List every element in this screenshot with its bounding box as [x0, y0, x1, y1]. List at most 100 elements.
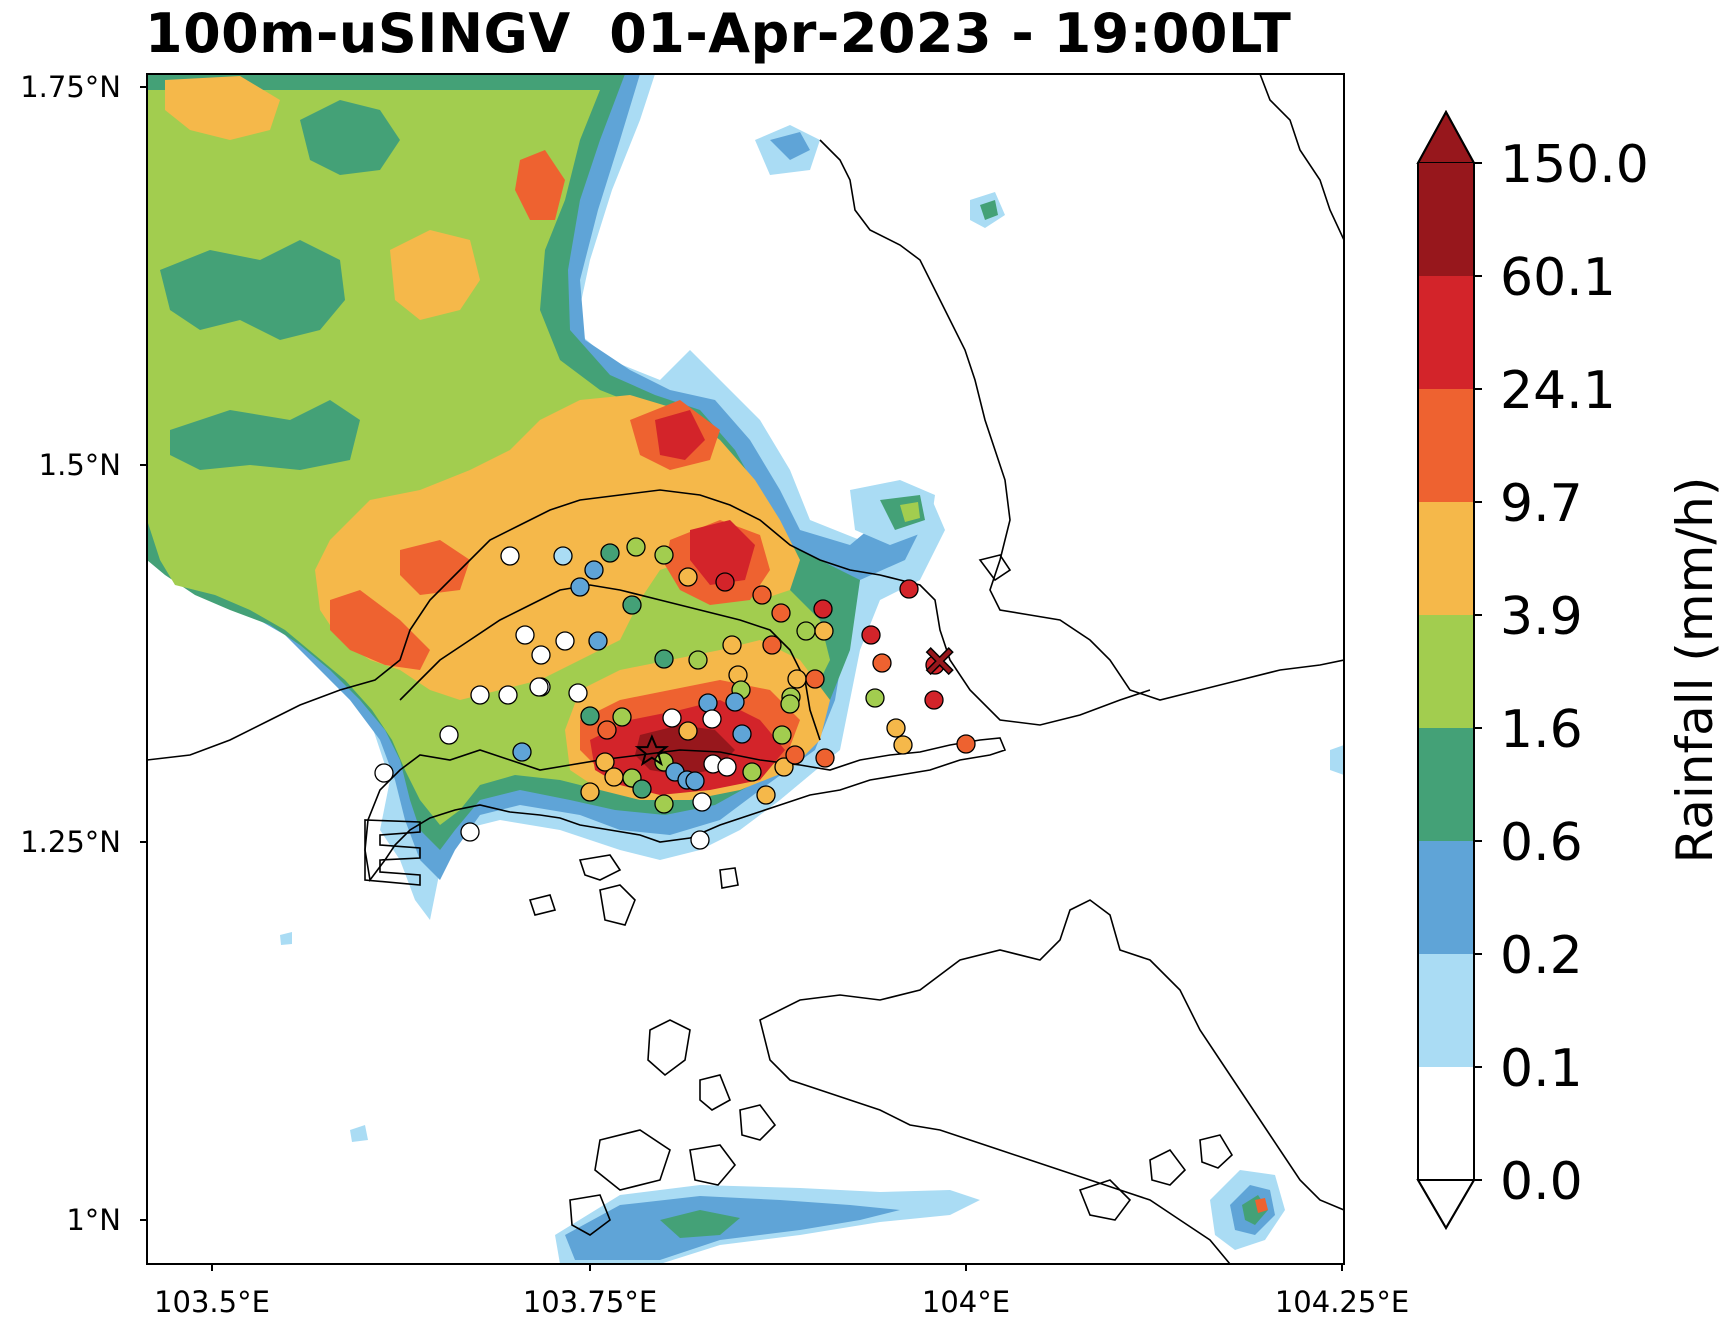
station-marker	[756, 785, 776, 805]
x-tick-label: 104.25°E	[1275, 1285, 1409, 1317]
star-marker	[634, 734, 670, 767]
colorbar-extend-max	[1416, 109, 1476, 164]
station-marker	[654, 794, 674, 814]
station-marker	[600, 543, 620, 563]
islands-south	[578, 854, 622, 881]
station-marker	[725, 692, 745, 712]
singapore-north-coast	[399, 584, 821, 741]
station-marker	[899, 579, 919, 599]
station-marker	[956, 734, 976, 754]
station-marker	[702, 709, 722, 729]
station-marker	[588, 631, 608, 651]
station-marker	[771, 603, 791, 623]
station-marker	[604, 767, 624, 787]
station-marker	[774, 757, 794, 777]
colorbar-segment	[1418, 615, 1474, 728]
rain-cell	[900, 502, 920, 522]
station-marker	[662, 708, 682, 728]
station-marker	[772, 725, 792, 745]
station-marker	[815, 748, 835, 768]
plot-frame	[146, 73, 1345, 1265]
station-marker	[612, 707, 632, 727]
rain-patch	[690, 520, 755, 585]
rain-band-south	[565, 1196, 900, 1260]
riau-islands	[699, 1074, 732, 1111]
colorbar-label: 0.2	[1500, 926, 1583, 986]
x-marker	[925, 647, 954, 676]
station-marker	[732, 724, 752, 744]
colorbar-label: 60.1	[1500, 248, 1616, 308]
station-marker	[498, 685, 518, 705]
colorbar-label: 0.1	[1500, 1039, 1583, 1099]
rain-patch	[400, 540, 470, 595]
riau-islands	[1149, 1148, 1187, 1186]
colorbar-segment	[1418, 163, 1474, 276]
station-marker	[762, 635, 782, 655]
colorbar-label: 150.0	[1500, 135, 1649, 195]
colorbar: 150.0 60.1 24.1 9.7 3.9 1.6 0.6 0.2 0.1 …	[1416, 109, 1724, 1230]
station-marker	[460, 822, 480, 842]
riau-islands	[1078, 1179, 1132, 1221]
station-marker	[787, 669, 807, 689]
johor-coast-north	[1259, 74, 1344, 241]
colorbar-segment	[1418, 841, 1474, 954]
rain-contour-9.7	[330, 590, 430, 670]
station-marker	[374, 763, 394, 783]
station-marker	[568, 683, 588, 703]
malaysia-coast	[147, 489, 1151, 761]
rain-band-south	[660, 1210, 740, 1238]
station-marker	[622, 595, 642, 615]
x-tick-label: 103.75°E	[523, 1285, 657, 1317]
station-marker	[654, 545, 674, 565]
rain-cell	[980, 200, 998, 220]
station-marker	[690, 830, 710, 850]
rain-contour-3.9	[315, 395, 800, 700]
y-tick-label: 1.75°N	[20, 70, 121, 104]
colorbar-segment	[1418, 728, 1474, 841]
batam-bintan	[759, 899, 1344, 1264]
station-marker	[654, 649, 674, 669]
station-marker	[597, 720, 617, 740]
x-tick-label: 104°E	[922, 1285, 1010, 1317]
station-marker	[861, 625, 881, 645]
station-marker	[688, 650, 708, 670]
rain-cell	[350, 1125, 368, 1142]
tuas-reclaim	[364, 819, 421, 886]
station-marker	[555, 631, 575, 651]
colorbar-label: 24.1	[1500, 361, 1616, 421]
station-marker	[570, 577, 590, 597]
rain-patch	[515, 150, 565, 220]
map-title: 100m-uSINGV 01-Apr-2023 - 19:00LT	[145, 2, 1292, 65]
station-marker	[439, 725, 459, 745]
colorbar-label: 1.6	[1500, 700, 1583, 760]
x-tick-label: 103.5°E	[154, 1285, 270, 1317]
y-tick-label: 1.5°N	[39, 448, 121, 482]
x-axis	[211, 1264, 1343, 1271]
riau-islands	[647, 1019, 691, 1077]
rain-patch	[300, 100, 400, 175]
johor-coast-east	[819, 139, 1344, 701]
station-marker	[515, 625, 535, 645]
station-marker	[785, 745, 805, 765]
station-marker	[805, 669, 825, 689]
rain-patch	[655, 410, 705, 460]
rain-patch	[390, 230, 480, 320]
colorbar-segment	[1418, 389, 1474, 502]
colorbar-label: 0.6	[1500, 813, 1583, 873]
colorbar-segment	[1418, 276, 1474, 389]
station-marker	[500, 546, 520, 566]
station-marker	[717, 757, 737, 777]
station-marker	[685, 771, 705, 791]
riau-islands	[594, 1129, 671, 1191]
station-marker	[584, 560, 604, 580]
station-marker	[924, 690, 944, 710]
rain-patch	[165, 76, 280, 140]
station-marker	[865, 688, 885, 708]
station-marker	[715, 572, 735, 592]
station-marker	[512, 742, 532, 762]
colorbar-segment	[1418, 1067, 1474, 1180]
colorbar-ticks	[1474, 162, 1482, 1181]
station-marker	[595, 752, 615, 772]
station-marker	[698, 693, 718, 713]
colorbar-segment	[1418, 502, 1474, 615]
